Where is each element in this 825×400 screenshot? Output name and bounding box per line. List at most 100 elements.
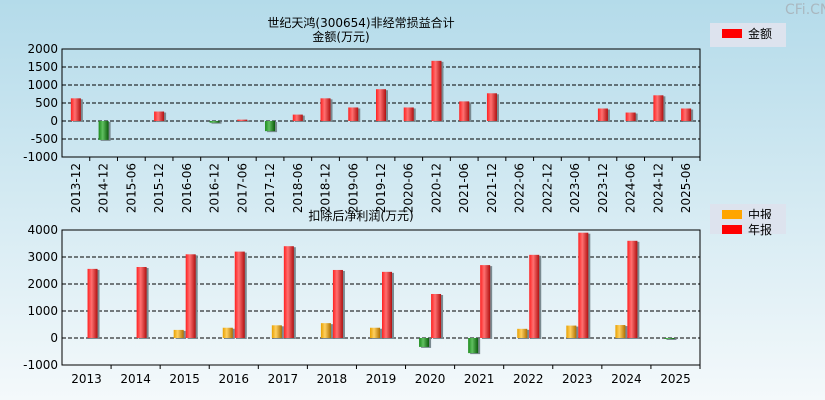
x-tick-label: 2023-12 bbox=[596, 163, 610, 213]
bar-金额-2024-12 bbox=[653, 95, 664, 121]
x-tick-label: 2023 bbox=[562, 372, 593, 386]
bar-中报-2020 bbox=[419, 338, 430, 347]
x-tick-label: 2021-12 bbox=[485, 163, 499, 213]
bar-中报-2018 bbox=[320, 323, 331, 338]
y-tick-label: 1000 bbox=[27, 304, 58, 318]
y-tick-label: 2000 bbox=[27, 42, 58, 56]
legend-label: 金额 bbox=[748, 26, 772, 41]
bar-金额-2018-06 bbox=[292, 114, 303, 121]
plot-frame bbox=[61, 48, 701, 158]
x-tick-label: 2020-06 bbox=[402, 163, 416, 213]
bar-金额-2017-06 bbox=[237, 119, 248, 121]
x-tick-label: 2018-12 bbox=[319, 163, 333, 213]
bar-金额-2016-12 bbox=[209, 121, 220, 123]
legend-swatch bbox=[722, 225, 742, 234]
bar-金额-2021-12 bbox=[486, 93, 497, 121]
x-tick-label: 2020-12 bbox=[429, 163, 443, 213]
bar-年报-2023 bbox=[578, 232, 589, 338]
x-tick-label: 2013-12 bbox=[69, 163, 83, 213]
bar-金额-2015-12 bbox=[154, 111, 165, 121]
y-tick-label: -500 bbox=[31, 132, 58, 146]
x-tick-label: 2022 bbox=[513, 372, 544, 386]
bar-中报-2023 bbox=[566, 325, 577, 338]
bar-金额-2024-06 bbox=[625, 112, 636, 121]
x-tick-label: 2013 bbox=[71, 372, 102, 386]
x-tick-label: 2019-06 bbox=[346, 163, 360, 213]
bar-年报-2017 bbox=[283, 246, 294, 338]
bar-年报-2018 bbox=[332, 269, 343, 338]
bar-金额-2021-06 bbox=[459, 101, 470, 121]
bar-年报-2016 bbox=[234, 251, 245, 338]
x-tick-label: 2014 bbox=[120, 372, 151, 386]
x-tick-label: 2024-12 bbox=[651, 163, 665, 213]
x-tick-label: 2017-12 bbox=[263, 163, 277, 213]
x-tick-label: 2017-06 bbox=[235, 163, 249, 213]
x-tick-label: 2023-06 bbox=[568, 163, 582, 213]
watermark: CFi.CN bbox=[785, 2, 825, 18]
bar-年报-2015 bbox=[185, 254, 196, 338]
y-tick-label: -1000 bbox=[23, 358, 58, 372]
bar-金额-2017-12 bbox=[265, 121, 276, 132]
bar-中报-2015 bbox=[173, 329, 184, 338]
bar-年报-2020 bbox=[431, 293, 442, 338]
x-tick-label: 2015-12 bbox=[152, 163, 166, 213]
bar-shadow bbox=[666, 339, 677, 340]
x-tick-label: 2014-12 bbox=[97, 163, 111, 213]
x-tick-label: 2015 bbox=[169, 372, 200, 386]
x-tick-label: 2024-06 bbox=[624, 163, 638, 213]
bar-中报-2022 bbox=[517, 328, 528, 338]
bar-年报-2013 bbox=[87, 268, 98, 338]
bar-中报-2021 bbox=[468, 338, 479, 354]
legend-swatch bbox=[722, 210, 742, 219]
legend-label: 年报 bbox=[748, 222, 772, 237]
x-tick-label: 2016-06 bbox=[180, 163, 194, 213]
bar-金额-2018-12 bbox=[320, 98, 331, 121]
x-tick-label: 2022-12 bbox=[540, 163, 554, 213]
x-tick-label: 2024 bbox=[611, 372, 642, 386]
y-tick-label: 0 bbox=[50, 114, 58, 128]
chart-title: 世纪天鸿(300654)非经常损益合计 bbox=[267, 15, 454, 30]
x-tick-label: 2019 bbox=[366, 372, 397, 386]
y-tick-label: 500 bbox=[35, 96, 58, 110]
bar-shadow bbox=[239, 120, 250, 122]
bar-金额-2014-12 bbox=[98, 121, 109, 140]
x-tick-label: 2018-06 bbox=[291, 163, 305, 213]
y-tick-label: 1500 bbox=[27, 60, 58, 74]
x-tick-label: 2016-12 bbox=[208, 163, 222, 213]
bar-中报-2019 bbox=[370, 327, 380, 338]
x-tick-label: 2016 bbox=[218, 372, 249, 386]
legend-swatch bbox=[722, 29, 742, 38]
bar-金额-2019-12 bbox=[376, 89, 386, 121]
x-tick-label: 2025 bbox=[660, 372, 691, 386]
y-tick-label: 2000 bbox=[27, 277, 58, 291]
y-tick-label: 4000 bbox=[27, 223, 58, 237]
bar-金额-2020-12 bbox=[431, 60, 442, 121]
bar-金额-2013-12 bbox=[70, 98, 81, 121]
x-tick-label: 2018 bbox=[317, 372, 348, 386]
x-tick-label: 2021-06 bbox=[457, 163, 471, 213]
x-tick-label: 2019-12 bbox=[374, 163, 388, 213]
bar-shadow bbox=[211, 122, 222, 124]
legend-label: 中报 bbox=[748, 207, 772, 222]
bar-金额-2020-06 bbox=[403, 107, 414, 121]
bar-中报-2016 bbox=[222, 327, 233, 338]
y-tick-label: 1000 bbox=[27, 78, 58, 92]
bar-年报-2021 bbox=[480, 265, 491, 338]
chart-title: 扣除后净利润(万元) bbox=[308, 208, 413, 223]
bar-年报-2019 bbox=[382, 271, 392, 338]
bar-金额-2025-06 bbox=[681, 108, 692, 121]
x-tick-label: 2015-06 bbox=[124, 163, 138, 213]
bar-金额-2019-06 bbox=[348, 107, 359, 121]
bar-中报-2024 bbox=[615, 325, 626, 338]
x-tick-label: 2021 bbox=[464, 372, 495, 386]
bar-中报-2017 bbox=[271, 325, 282, 338]
bar-年报-2022 bbox=[529, 254, 540, 338]
chart-subtitle: 金额(万元) bbox=[312, 29, 369, 44]
bar-年报-2014 bbox=[136, 266, 147, 338]
bar-年报-2024 bbox=[627, 240, 638, 338]
bar-中报-2025 bbox=[664, 338, 675, 339]
x-tick-label: 2025-06 bbox=[679, 163, 693, 213]
x-tick-label: 2017 bbox=[268, 372, 299, 386]
x-tick-label: 2022-06 bbox=[513, 163, 527, 213]
